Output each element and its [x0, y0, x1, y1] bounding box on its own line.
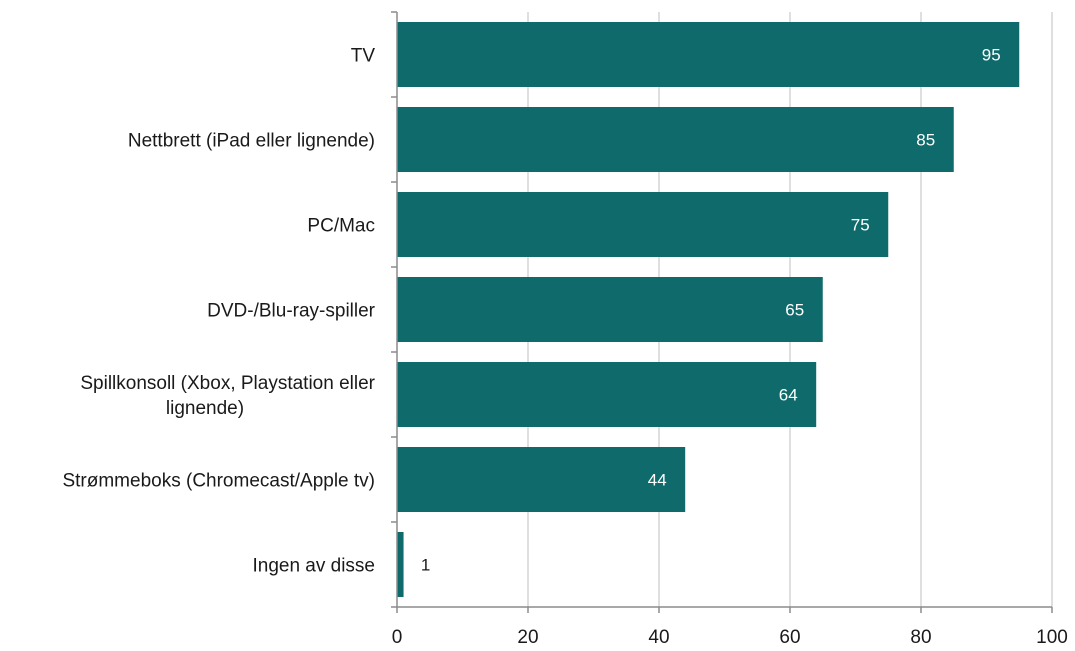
- data-label: 44: [648, 471, 667, 490]
- x-tick-label: 20: [517, 627, 538, 648]
- x-tick-label: 40: [648, 627, 669, 648]
- x-tick-label: 100: [1036, 627, 1068, 648]
- category-label: Spillkonsoll (Xbox, Playstation eller: [80, 373, 375, 394]
- data-label: 75: [851, 216, 870, 235]
- category-label: Strømmeboks (Chromecast/Apple tv): [62, 471, 375, 492]
- category-label: DVD-/Blu-ray-spiller: [207, 301, 376, 322]
- category-label: PC/Mac: [307, 216, 375, 237]
- bar: [397, 192, 889, 257]
- data-label: 95: [982, 46, 1001, 65]
- category-label: TV: [351, 46, 376, 67]
- bar: [397, 447, 686, 512]
- bars: [397, 22, 1020, 597]
- category-label: Ingen av disse: [252, 556, 375, 577]
- data-label: 1: [421, 556, 430, 575]
- x-tick-label: 60: [779, 627, 800, 648]
- data-label: 64: [779, 386, 798, 405]
- data-label: 65: [785, 301, 804, 320]
- category-label: Nettbrett (iPad eller lignende): [128, 131, 375, 152]
- category-label: lignende): [166, 398, 244, 419]
- bar: [397, 107, 954, 172]
- axes: [391, 11, 1053, 613]
- bar: [397, 362, 817, 427]
- x-tick-label: 0: [392, 627, 403, 648]
- bar: [397, 22, 1020, 87]
- labels: 0 20 40 60 80 100 TV 95 Nettbrett (iPad eller li…: [62, 46, 1067, 649]
- bar: [397, 277, 823, 342]
- data-label: 85: [916, 131, 935, 150]
- bar: [397, 532, 404, 597]
- x-tick-label: 80: [910, 627, 931, 648]
